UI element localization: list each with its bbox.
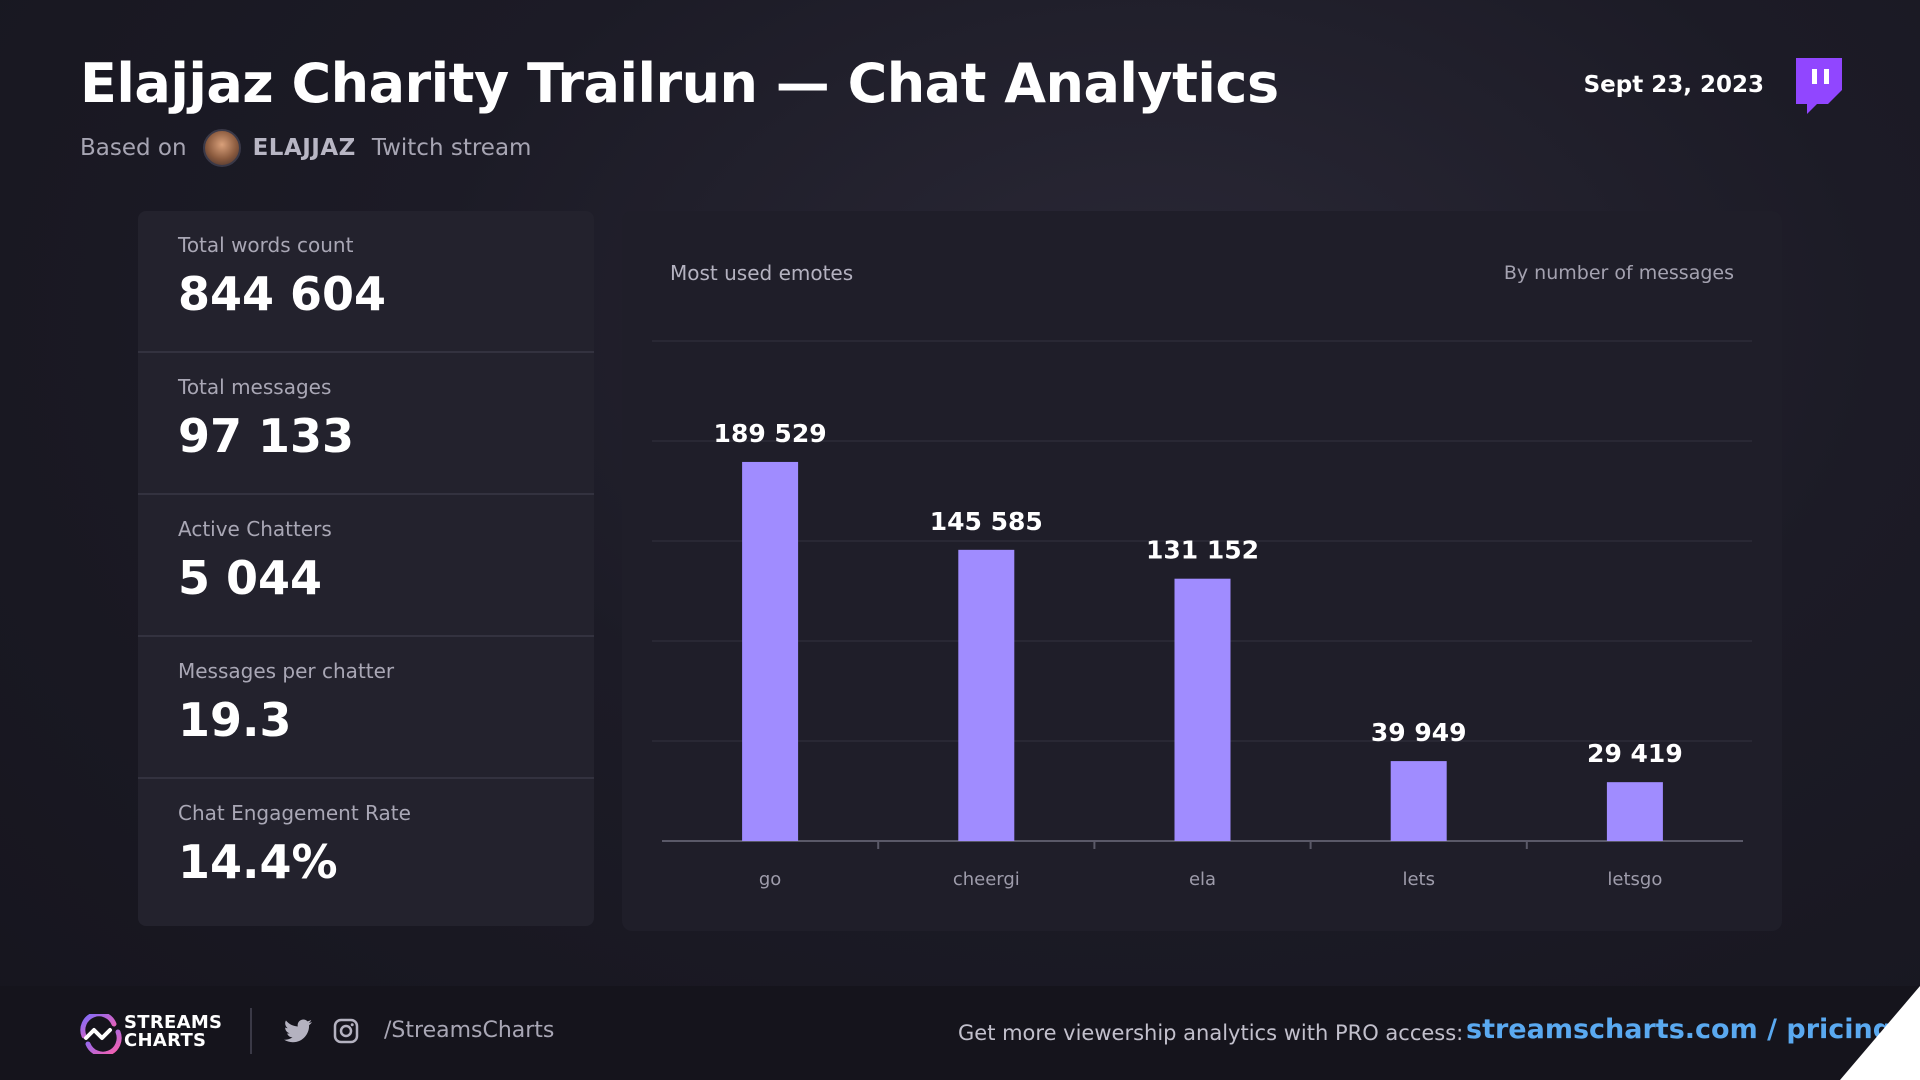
- x-tick-label: cheergi: [953, 869, 1020, 890]
- bar-lets: [1390, 761, 1447, 841]
- instagram-icon[interactable]: [333, 1018, 359, 1044]
- stat-engagement-rate: Chat Engagement Rate 14.4%: [138, 779, 594, 921]
- brand-line-2: CHARTS: [124, 1030, 207, 1051]
- pricing-link[interactable]: streamscharts.com / pricing: [1466, 1014, 1893, 1045]
- channel-name: ELAJJAZ: [252, 135, 356, 161]
- data-label: 189 529: [714, 419, 827, 448]
- stat-label: Active Chatters: [178, 517, 332, 541]
- data-label: 39 949: [1371, 718, 1467, 747]
- promo-text: Get more viewership analytics with PRO a…: [958, 1021, 1464, 1045]
- chart-note: By number of messages: [1503, 262, 1734, 284]
- footer: STREAMS CHARTS /StreamsCharts Get more v…: [0, 986, 1920, 1080]
- data-label: 131 152: [1146, 536, 1259, 565]
- stat-value: 19.3: [178, 693, 292, 747]
- stat-value: 5 044: [178, 551, 323, 605]
- stat-label: Messages per chatter: [178, 659, 395, 683]
- stat-total-messages: Total messages 97 133: [138, 353, 594, 495]
- emotes-bar-chart: 189 529 go 145 585 cheergi 131 152 ela 39 949 l…: [652, 340, 1752, 890]
- stat-active-chatters: Active Chatters 5 044: [138, 495, 594, 637]
- stat-messages-per-chatter: Messages per chatter 19.3: [138, 637, 594, 779]
- x-tick-label: ela: [1189, 869, 1216, 890]
- stat-value: 844 604: [178, 267, 387, 321]
- stat-label: Chat Engagement Rate: [178, 801, 411, 825]
- bar-letsgo: [1606, 782, 1663, 841]
- bar-cheergi: [958, 549, 1015, 841]
- data-label: 29 419: [1587, 739, 1683, 768]
- brand-line-1: STREAMS: [124, 1012, 223, 1033]
- channel-avatar: [202, 129, 241, 167]
- x-tick-label: go: [759, 869, 781, 890]
- data-label: 145 585: [930, 507, 1043, 536]
- footer-divider: [250, 1008, 252, 1054]
- stat-value: 14.4%: [178, 835, 338, 889]
- stream-date: Sept 23, 2023: [1583, 72, 1764, 98]
- stat-total-words: Total words count 844 604: [138, 211, 594, 353]
- x-tick-label: lets: [1402, 869, 1435, 890]
- stats-panel: Total words count 844 604 Total messages…: [138, 211, 594, 926]
- corner-accent: [1840, 986, 1920, 1080]
- social-handle[interactable]: /StreamsCharts: [384, 1018, 555, 1043]
- x-tick-label: letsgo: [1607, 869, 1662, 890]
- subtitle: Based on ELAJJAZ Twitch stream: [80, 129, 532, 167]
- emotes-chart-panel: Most used emotes By number of messages 1…: [622, 211, 1782, 931]
- brand-name: STREAMS CHARTS: [124, 1014, 222, 1050]
- twitter-icon[interactable]: [284, 1019, 312, 1043]
- platform-label: Twitch stream: [371, 135, 532, 161]
- stat-label: Total words count: [178, 233, 354, 257]
- stat-value: 97 133: [178, 409, 355, 463]
- twitch-logo-icon: [1796, 58, 1842, 114]
- page-title: Elajjaz Charity Trailrun — Chat Analytic…: [80, 52, 1279, 115]
- based-on-label: Based on: [80, 135, 187, 161]
- stat-label: Total messages: [178, 375, 332, 399]
- streamscharts-logo-icon: [80, 1014, 122, 1054]
- chart-title: Most used emotes: [670, 261, 854, 285]
- bar-ela: [1174, 578, 1231, 841]
- bar-go: [742, 461, 799, 841]
